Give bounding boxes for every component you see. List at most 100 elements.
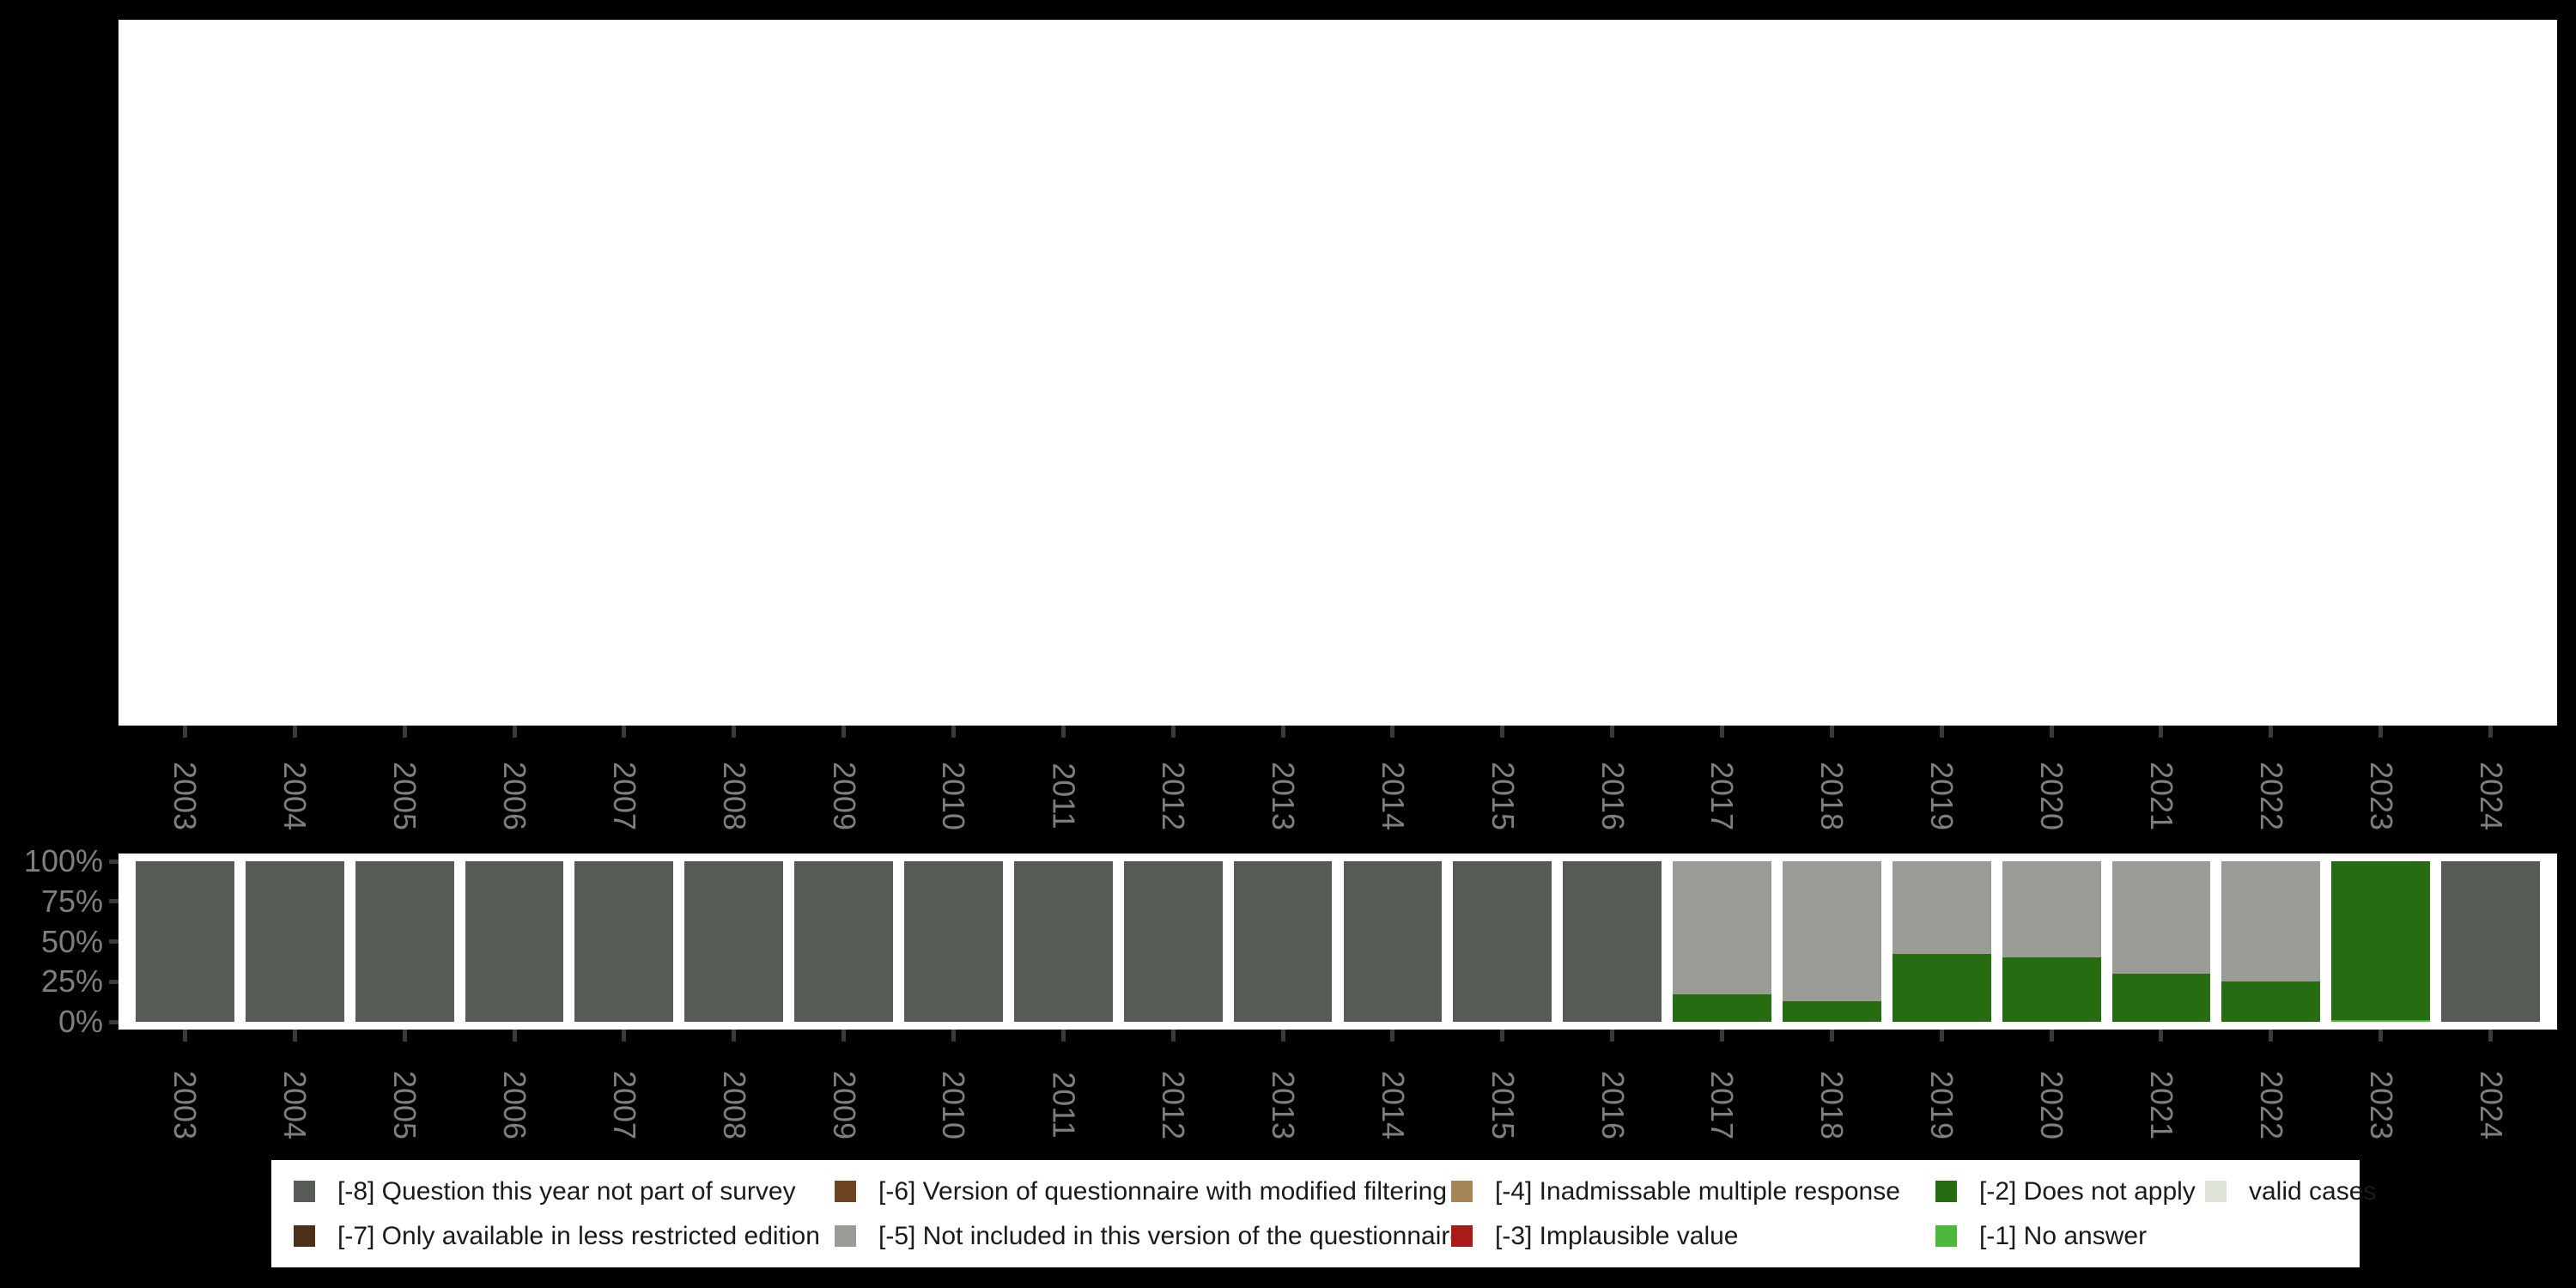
legend-label: [-2] Does not apply bbox=[1979, 1176, 2196, 1206]
bar-segment-does_not_apply bbox=[2331, 861, 2431, 1021]
bar-segment-not_part_of_survey bbox=[904, 861, 1003, 1022]
x-tick-label: 2006 bbox=[497, 1070, 533, 1140]
x-tick-label: 2015 bbox=[1485, 761, 1521, 831]
x-tick bbox=[622, 726, 627, 738]
bar-segment-not_part_of_survey bbox=[1123, 861, 1223, 1022]
x-tick bbox=[2049, 1030, 2054, 1042]
x-tick-label: 2017 bbox=[1704, 761, 1741, 831]
x-tick bbox=[1280, 1030, 1285, 1042]
bar-segment-not_included_in_version bbox=[2111, 861, 2211, 974]
bar-segment-not_part_of_survey bbox=[1013, 861, 1113, 1022]
x-tick-label: 2014 bbox=[1375, 1070, 1411, 1140]
y-tick bbox=[109, 1019, 118, 1024]
bar-segment-not_part_of_survey bbox=[1343, 861, 1443, 1022]
bar-segment-not_part_of_survey bbox=[355, 861, 454, 1022]
x-tick bbox=[1610, 1030, 1615, 1042]
bar-group-2021 bbox=[2111, 861, 2211, 1022]
bar-segment-does_not_apply bbox=[2221, 981, 2321, 1022]
bar-segment-not_part_of_survey bbox=[245, 861, 344, 1022]
bar-segment-does_not_apply bbox=[2111, 973, 2211, 1022]
bar-segment-not_included_in_version bbox=[2221, 861, 2321, 982]
bar-segment-no_answer bbox=[2331, 1020, 2431, 1022]
x-tick-label: 2005 bbox=[387, 761, 423, 831]
bar-segment-not_included_in_version bbox=[1892, 861, 1991, 955]
legend-item-less_restricted_edition: [-7] Only available in less restricted e… bbox=[294, 1223, 820, 1249]
x-tick-label: 2022 bbox=[2253, 1070, 2289, 1140]
x-tick-label: 2018 bbox=[1814, 1070, 1850, 1140]
x-tick bbox=[292, 726, 297, 738]
x-tick-label: 2004 bbox=[277, 1070, 313, 1140]
bar-segment-not_part_of_survey bbox=[2441, 861, 2540, 1022]
bar-group-2007 bbox=[574, 861, 674, 1022]
x-tick bbox=[622, 1030, 627, 1042]
x-tick-label: 2021 bbox=[2143, 1070, 2179, 1140]
bar-segment-not_part_of_survey bbox=[136, 861, 234, 1022]
legend-swatch-does_not_apply bbox=[1935, 1181, 1957, 1202]
bar-segment-does_not_apply bbox=[1673, 994, 1771, 1022]
x-tick-label: 2003 bbox=[167, 761, 204, 831]
x-tick-label: 2005 bbox=[387, 1070, 423, 1140]
bar-group-2016 bbox=[1563, 861, 1662, 1022]
x-tick bbox=[292, 1030, 297, 1042]
legend-item-not_included_in_version: [-5] Not included in this version of the… bbox=[835, 1223, 1464, 1249]
x-tick-label: 2015 bbox=[1485, 1070, 1521, 1140]
bar-segment-not_part_of_survey bbox=[1233, 861, 1333, 1022]
bar-group-2004 bbox=[245, 861, 344, 1022]
x-tick bbox=[1390, 1030, 1395, 1042]
x-tick-label: 2004 bbox=[277, 761, 313, 831]
x-tick-label: 2019 bbox=[1924, 1070, 1960, 1140]
x-tick bbox=[2379, 1030, 2384, 1042]
legend-swatch-not_part_of_survey bbox=[294, 1181, 315, 1202]
x-tick bbox=[2488, 726, 2494, 738]
bar-group-2010 bbox=[904, 861, 1003, 1022]
x-tick-label: 2018 bbox=[1814, 761, 1850, 831]
x-tick-label: 2010 bbox=[936, 1070, 972, 1140]
x-tick bbox=[1500, 726, 1505, 738]
bar-group-2014 bbox=[1343, 861, 1443, 1022]
x-tick-label: 2023 bbox=[2363, 761, 2399, 831]
empty-trend-panel bbox=[118, 20, 2557, 726]
legend-swatch-less_restricted_edition bbox=[294, 1225, 315, 1247]
y-tick-label: 0% bbox=[58, 1004, 103, 1039]
x-tick bbox=[732, 726, 737, 738]
y-tick bbox=[109, 979, 118, 984]
legend-label: valid cases bbox=[2249, 1176, 2377, 1206]
x-tick-label: 2012 bbox=[1156, 761, 1192, 831]
x-tick-label: 2012 bbox=[1156, 1070, 1192, 1140]
x-tick bbox=[2269, 726, 2274, 738]
bar-segment-not_included_in_version bbox=[2002, 861, 2101, 958]
x-tick-label: 2009 bbox=[826, 1070, 862, 1140]
x-tick bbox=[2488, 1030, 2494, 1042]
bar-group-2013 bbox=[1233, 861, 1333, 1022]
x-tick-label: 2011 bbox=[1046, 1072, 1082, 1139]
x-tick-label: 2020 bbox=[2034, 761, 2070, 831]
legend-item-implausible_value: [-3] Implausible value bbox=[1451, 1221, 1739, 1250]
x-tick-label: 2024 bbox=[2473, 761, 2509, 831]
bar-group-2020 bbox=[2002, 861, 2101, 1022]
legend-swatch-no_answer bbox=[1935, 1225, 1957, 1247]
y-tick bbox=[109, 899, 118, 904]
bar-segment-not_part_of_survey bbox=[684, 861, 784, 1022]
legend-item-no_answer: [-1] No answer bbox=[1935, 1221, 2148, 1250]
x-tick bbox=[402, 726, 407, 738]
x-tick bbox=[1939, 726, 1944, 738]
bar-segment-not_part_of_survey bbox=[1453, 861, 1552, 1022]
bar-segment-does_not_apply bbox=[2002, 957, 2101, 1022]
y-tick bbox=[109, 939, 118, 944]
bar-group-2023 bbox=[2331, 861, 2431, 1022]
x-tick-label: 2021 bbox=[2143, 761, 2179, 831]
bar-group-2011 bbox=[1013, 861, 1113, 1022]
legend-label: [-3] Implausible value bbox=[1495, 1221, 1739, 1250]
x-tick-label: 2014 bbox=[1375, 761, 1411, 831]
x-tick bbox=[512, 1030, 517, 1042]
x-tick-label: 2022 bbox=[2253, 761, 2289, 831]
x-tick bbox=[2379, 726, 2384, 738]
x-tick bbox=[1939, 1030, 1944, 1042]
legend-item-not_part_of_survey: [-8] Question this year not part of surv… bbox=[294, 1178, 796, 1204]
y-tick bbox=[109, 859, 118, 864]
legend-label: [-1] No answer bbox=[1979, 1221, 2148, 1250]
x-tick bbox=[512, 726, 517, 738]
bar-segment-not_part_of_survey bbox=[794, 861, 894, 1022]
y-tick-label: 75% bbox=[40, 883, 103, 919]
x-tick-label: 2010 bbox=[936, 761, 972, 831]
